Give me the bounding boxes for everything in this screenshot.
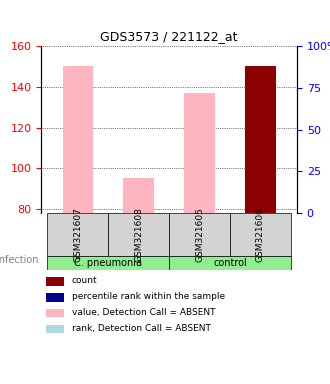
Text: infection: infection [0, 255, 39, 265]
Bar [245, 66, 276, 213]
Bar [46, 309, 64, 318]
Text: control: control [213, 258, 247, 268]
FancyBboxPatch shape [47, 213, 108, 256]
Bar [63, 66, 93, 213]
FancyBboxPatch shape [108, 213, 169, 256]
Bar [46, 324, 64, 333]
Text: count: count [72, 276, 98, 285]
Bar [184, 93, 215, 213]
Text: GSM321607: GSM321607 [73, 207, 82, 262]
FancyBboxPatch shape [230, 213, 291, 256]
Bar [123, 179, 154, 213]
FancyBboxPatch shape [169, 256, 291, 270]
Text: GSM321605: GSM321605 [195, 207, 204, 262]
Text: rank, Detection Call = ABSENT: rank, Detection Call = ABSENT [72, 324, 211, 333]
Bar [46, 277, 64, 286]
Text: GSM321606: GSM321606 [256, 207, 265, 262]
FancyBboxPatch shape [47, 256, 169, 270]
Bar [46, 293, 64, 302]
Text: C. pneumonia: C. pneumonia [74, 258, 142, 268]
Text: percentile rank within the sample: percentile rank within the sample [72, 292, 225, 301]
Title: GDS3573 / 221122_at: GDS3573 / 221122_at [100, 30, 238, 43]
Text: GSM321608: GSM321608 [134, 207, 143, 262]
Text: value, Detection Call = ABSENT: value, Detection Call = ABSENT [72, 308, 215, 317]
FancyBboxPatch shape [169, 213, 230, 256]
